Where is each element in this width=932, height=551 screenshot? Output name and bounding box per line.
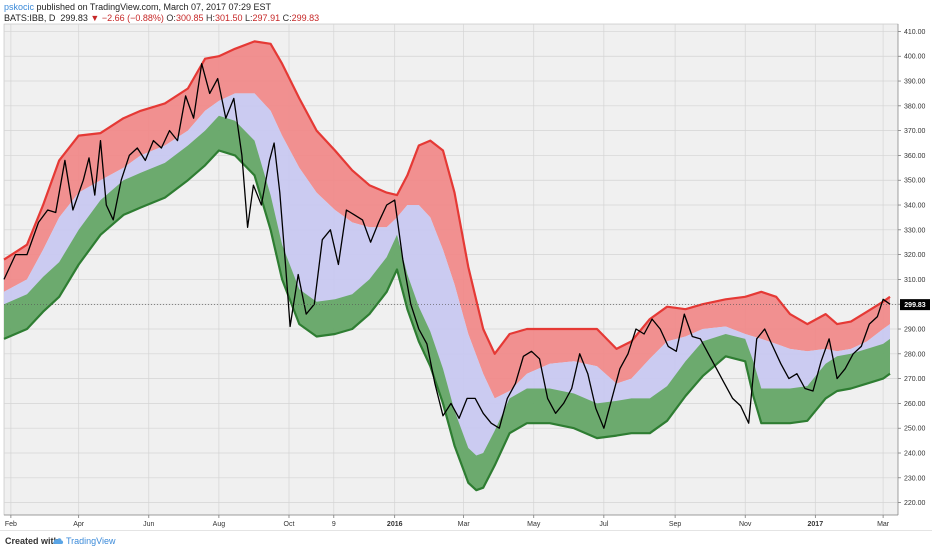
y-axis: 220.00 230.00 240.00 250.00 260.00 270.00 280.… xyxy=(897,24,926,515)
low-value: 297.91 xyxy=(252,13,281,23)
last-price: 299.83 xyxy=(60,13,88,23)
x-tick-label: Mar xyxy=(458,521,471,528)
y-tick-label: 230.00 xyxy=(904,475,926,482)
y-tick-label: 360.00 xyxy=(904,153,926,160)
y-tick-label: 270.00 xyxy=(904,376,926,383)
x-tick-label: 2017 xyxy=(808,521,824,528)
open-label: O: xyxy=(166,13,176,23)
x-tick-label: Jul xyxy=(599,521,608,528)
y-tick-label: 280.00 xyxy=(904,351,926,358)
change-value: −2.66 (−0.88%) xyxy=(101,13,164,23)
y-tick-label: 250.00 xyxy=(904,426,926,433)
tradingview-cloud-icon xyxy=(53,538,64,544)
published-text: published on TradingView.com, March 07, … xyxy=(36,2,272,12)
lower-band-line xyxy=(3,149,891,492)
y-tick-label: 410.00 xyxy=(904,29,926,36)
y-tick-label: 320.00 xyxy=(904,252,926,259)
y-tick-label: 400.00 xyxy=(904,54,926,61)
author-link[interactable]: pskocic xyxy=(4,2,35,12)
x-tick-label: Aug xyxy=(213,521,226,528)
lower-band-fill xyxy=(4,115,890,491)
y-tick-label: 350.00 xyxy=(904,178,926,185)
price-layer xyxy=(3,63,891,429)
created-with-label: Created with xyxy=(5,536,60,546)
y-tick-label: 380.00 xyxy=(904,103,926,110)
upper-band-line xyxy=(3,40,891,355)
high-label: H: xyxy=(205,13,215,23)
last-price-tag: 299.83 xyxy=(4,299,930,311)
close-label: C: xyxy=(282,13,292,23)
last-price-label: 299.83 xyxy=(904,302,926,309)
close-value: 299.83 xyxy=(291,13,320,23)
x-tick-label: Nov xyxy=(739,521,752,528)
price-line xyxy=(3,63,891,429)
x-axis: Feb Apr Jun Aug Oct 9 2016 Mar May Jul Sep Nov 2017 M… xyxy=(4,514,898,528)
down-arrow-icon: ▼ xyxy=(90,13,100,23)
x-tick-label: May xyxy=(527,521,541,528)
y-tick-label: 260.00 xyxy=(904,401,926,408)
y-tick-label: 370.00 xyxy=(904,128,926,135)
upper-band-fill xyxy=(4,41,890,399)
price-chart[interactable]: 220.00 230.00 240.00 250.00 260.00 270.00 280.… xyxy=(0,0,932,530)
y-tick-label: 290.00 xyxy=(904,327,926,334)
x-tick-label: Sep xyxy=(669,521,682,528)
y-tick-label: 330.00 xyxy=(904,227,926,234)
y-tick-label: 220.00 xyxy=(904,500,926,507)
symbol-label: BATS:IBB, D xyxy=(4,13,56,23)
x-tick-label: Jun xyxy=(143,521,154,528)
open-value: 300.85 xyxy=(175,13,204,23)
x-tick-label: Apr xyxy=(73,521,85,528)
low-label: L: xyxy=(245,13,253,23)
high-value: 301.50 xyxy=(214,13,243,23)
x-tick-label: Oct xyxy=(284,521,295,528)
last-price-box xyxy=(900,299,930,311)
bands-layer xyxy=(3,40,891,492)
footer: Created with TradingView xyxy=(0,530,932,551)
y-tick-label: 310.00 xyxy=(904,277,926,284)
y-tick-label: 340.00 xyxy=(904,203,926,210)
x-tick-label: Mar xyxy=(877,521,890,528)
x-tick-label: 2016 xyxy=(387,521,403,528)
x-tick-label: 9 xyxy=(332,521,336,528)
y-tick-label: 240.00 xyxy=(904,451,926,458)
y-tick-label: 390.00 xyxy=(904,79,926,86)
ohlc-line: BATS:IBB, D 299.83 ▼ −2.66 (−0.88%) O:30… xyxy=(4,13,319,24)
publish-line: pskocic published on TradingView.com, Ma… xyxy=(4,2,271,13)
x-tick-label: Feb xyxy=(5,521,17,528)
tradingview-link[interactable]: TradingView xyxy=(66,536,116,546)
